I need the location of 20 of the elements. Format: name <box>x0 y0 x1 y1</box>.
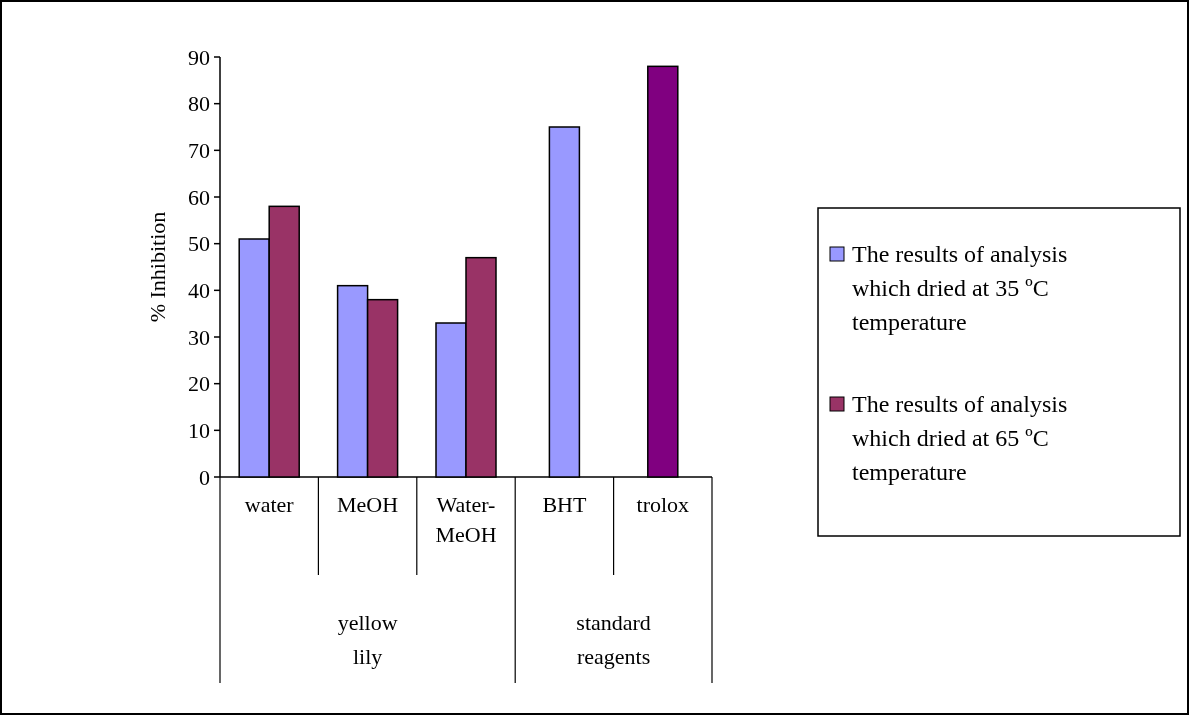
y-tick-label: 60 <box>188 184 210 210</box>
y-tick-label: 20 <box>188 371 210 397</box>
y-tick-label: 40 <box>188 278 210 304</box>
y-tick-label: 80 <box>188 91 210 117</box>
y-tick-label: 30 <box>188 324 210 350</box>
x-tick-label: BHT <box>542 492 587 517</box>
text: standard reagents <box>576 610 651 669</box>
y-tick-label: 0 <box>199 464 210 490</box>
y-axis-title: % Inhibition <box>145 211 170 323</box>
y-tick-label: 10 <box>188 418 210 444</box>
legend-label: The results of analysis which dried at 35 ºC temperature <box>852 241 1068 335</box>
y-tick-label: 50 <box>188 231 210 257</box>
x-tick-label: trolox <box>636 492 690 517</box>
x-tick-label: Water-MeOH <box>435 492 497 547</box>
y-tick-label: 90 <box>188 44 210 70</box>
text: yellow lily <box>337 610 398 669</box>
y-tick-label: 70 <box>188 138 210 164</box>
x-tick-label: MeOH <box>337 492 399 517</box>
legend-label: The results of analysis which dried at 65 ºC temperature <box>852 391 1068 485</box>
x-tick-label: water <box>244 492 295 517</box>
